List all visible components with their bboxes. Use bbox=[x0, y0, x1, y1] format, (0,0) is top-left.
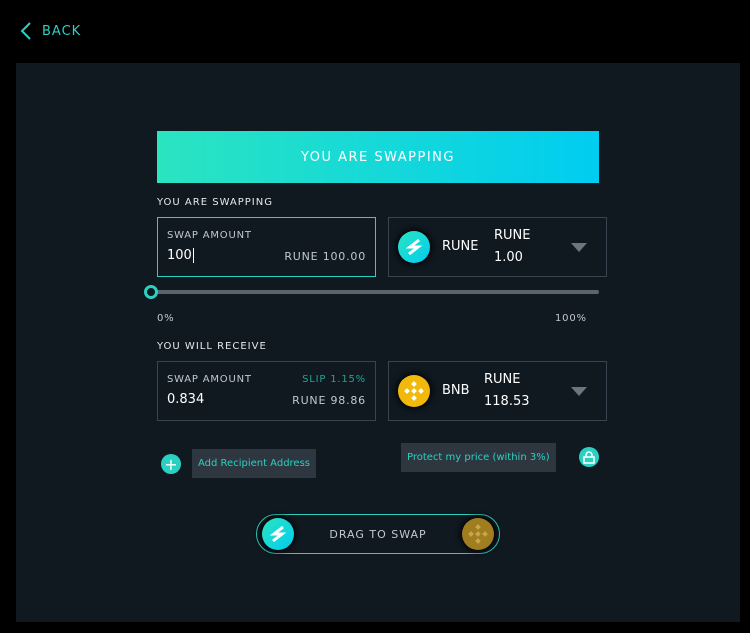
plus-icon: + bbox=[164, 454, 178, 474]
add-recipient-tooltip: Add Recipient Address bbox=[192, 449, 317, 478]
slip-value: SLIP 1.15% bbox=[302, 374, 366, 385]
page-title: YOU ARE SWAPPING bbox=[157, 131, 599, 183]
send-token-name: RUNE bbox=[442, 239, 479, 254]
back-button[interactable]: BACK bbox=[20, 22, 81, 40]
chevron-down-icon bbox=[571, 387, 587, 396]
drag-to-swap-slider[interactable]: DRAG TO SWAP bbox=[256, 514, 500, 554]
chevron-down-icon bbox=[571, 243, 587, 252]
receive-token-name: BNB bbox=[442, 383, 470, 398]
slider-max-label: 100% bbox=[555, 313, 587, 324]
drag-to-swap-label: DRAG TO SWAP bbox=[329, 528, 427, 541]
lock-icon bbox=[583, 450, 595, 464]
add-recipient-button[interactable]: + bbox=[161, 454, 181, 474]
receive-price-unit: RUNE bbox=[484, 372, 521, 387]
receive-token-select[interactable]: BNB RUNE 118.53 bbox=[388, 361, 607, 421]
bnb-target-icon bbox=[462, 518, 494, 550]
send-amount-input[interactable]: SWAP AMOUNT 100 RUNE 100.00 bbox=[157, 217, 376, 277]
send-price-unit: RUNE bbox=[494, 228, 531, 243]
protect-price-button[interactable] bbox=[579, 447, 599, 467]
rune-coin-icon bbox=[398, 231, 430, 263]
send-price: 1.00 bbox=[494, 250, 523, 265]
send-amount-equiv: RUNE 100.00 bbox=[284, 250, 366, 263]
amount-slider[interactable] bbox=[151, 290, 599, 294]
bnb-coin-icon bbox=[398, 375, 430, 407]
drag-handle-rune-icon[interactable] bbox=[262, 518, 294, 550]
send-amount-value[interactable]: 100 bbox=[167, 248, 194, 263]
receive-amount-field: SWAP AMOUNT SLIP 1.15% 0.834 RUNE 98.86 bbox=[157, 361, 376, 421]
slider-min-label: 0% bbox=[157, 313, 175, 324]
receive-amount-label: SWAP AMOUNT bbox=[167, 374, 252, 385]
receive-amount-value: 0.834 bbox=[167, 392, 205, 407]
back-label: BACK bbox=[42, 23, 82, 39]
protect-price-tooltip: Protect my price (within 3%) bbox=[401, 443, 556, 472]
send-amount-label: SWAP AMOUNT bbox=[167, 230, 252, 241]
send-token-select[interactable]: RUNE RUNE 1.00 bbox=[388, 217, 607, 277]
send-section-label: YOU ARE SWAPPING bbox=[157, 197, 273, 208]
receive-section-label: YOU WILL RECEIVE bbox=[157, 341, 267, 352]
slider-handle[interactable] bbox=[144, 285, 158, 299]
receive-amount-equiv: RUNE 98.86 bbox=[292, 394, 366, 407]
chevron-left-icon bbox=[20, 22, 31, 40]
receive-price: 118.53 bbox=[484, 394, 530, 409]
